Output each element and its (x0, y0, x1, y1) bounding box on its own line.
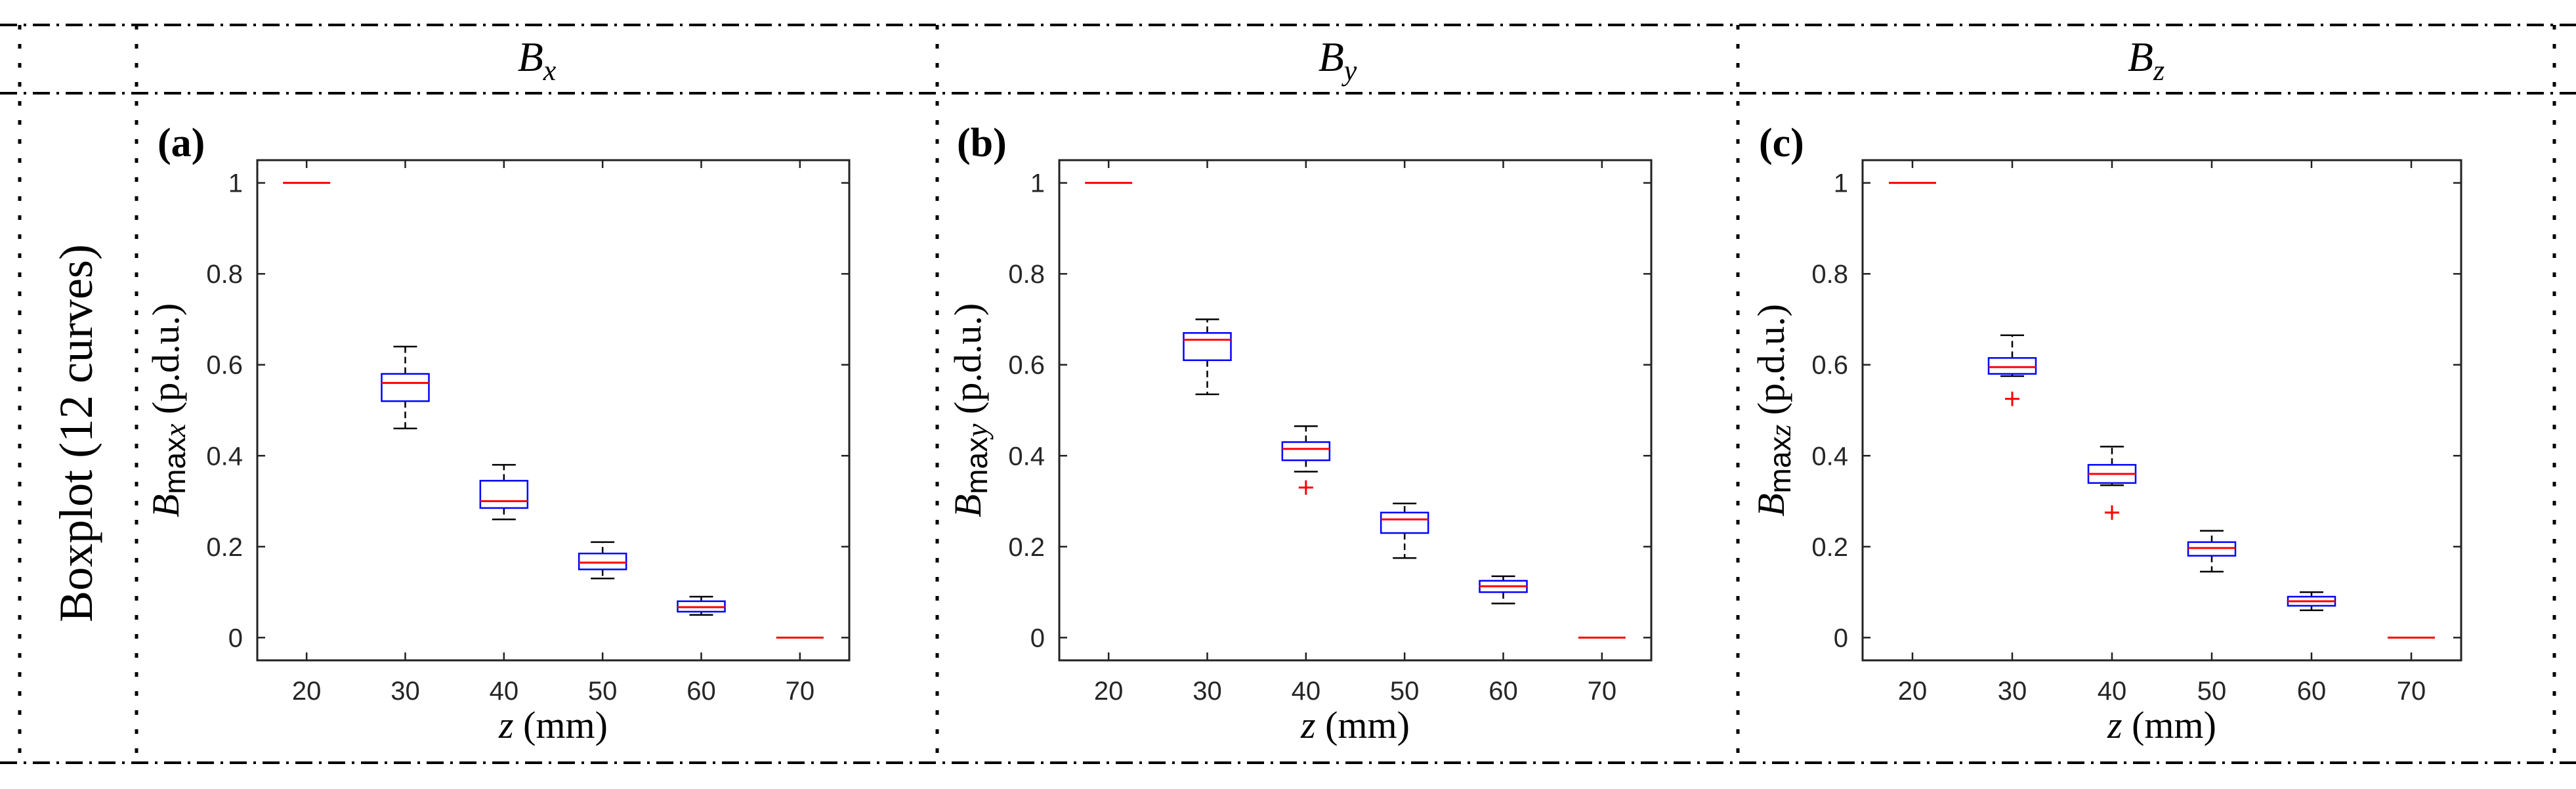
y-tick-label: 1 (228, 169, 243, 198)
box-40 (1281, 425, 1331, 495)
y-tick-label: 1 (1834, 169, 1848, 198)
iqr-box (1987, 357, 2037, 375)
x-tick-label: 40 (2098, 677, 2127, 706)
box-30 (1987, 334, 2037, 406)
box-60 (1479, 575, 1528, 605)
panels: (a) 0 0.2 0.4 0.6 0.8 1 20 30 40 50 60 70 z (mm) Bmaxx… (144, 121, 2462, 746)
y-tick-label: 1 (1030, 169, 1045, 198)
x-tick-label: 60 (686, 677, 716, 706)
x-tick-label: 30 (391, 677, 420, 706)
x-tick-label: 50 (2197, 677, 2227, 706)
iqr-box (1281, 441, 1331, 461)
y-tick-label: 0.4 (1811, 442, 1848, 471)
column-header-by: By (1319, 33, 1357, 87)
x-tick-label: 20 (1094, 677, 1124, 706)
y-tick-label: 0.6 (1008, 351, 1045, 380)
iqr-box (1183, 331, 1232, 362)
x-axis-label: z (mm) (1300, 704, 1410, 746)
box-50 (2187, 530, 2237, 573)
iqr-box (578, 552, 627, 570)
column-header-bx: Bx (518, 33, 557, 87)
y-axis-label: Bmaxx (p.d.u.) (144, 303, 192, 517)
x-tick-label: 50 (588, 677, 618, 706)
y-tick-label: 0.6 (206, 351, 243, 380)
box-60 (2287, 591, 2336, 612)
panel-label: (a) (158, 121, 205, 165)
y-tick-label: 0.2 (206, 533, 243, 562)
box-30 (381, 345, 430, 429)
panel-label: (c) (1759, 121, 1804, 165)
column-header-bz: Bz (2128, 33, 2164, 87)
iqr-box (381, 373, 430, 402)
x-tick-label: 60 (2297, 677, 2327, 706)
outlier-marker (2105, 505, 2119, 520)
y-tick-label: 0 (228, 624, 243, 652)
y-axis-label: Bmaxy (p.d.u.) (946, 303, 994, 517)
box-40 (479, 463, 529, 521)
panel-1: (a) 0 0.2 0.4 0.6 0.8 1 20 30 40 50 60 70 z (mm) Bmaxx… (144, 121, 851, 746)
x-axis-label: z (mm) (2107, 704, 2216, 746)
y-tick-label: 0.6 (1811, 351, 1848, 380)
y-tick-label: 0.2 (1008, 533, 1045, 562)
box-50 (1380, 502, 1429, 559)
y-tick-label: 0.2 (1811, 533, 1848, 562)
x-tick-label: 50 (1390, 677, 1420, 706)
x-tick-label: 30 (1998, 677, 2027, 706)
row-header: Boxplot (12 curves) (50, 244, 102, 622)
x-tick-label: 20 (292, 677, 322, 706)
x-tick-label: 40 (1292, 677, 1321, 706)
y-tick-label: 0.8 (1811, 260, 1848, 289)
panel-label: (b) (957, 121, 1007, 165)
outlier-marker (1298, 480, 1313, 495)
panel-3: (c) 0 0.2 0.4 0.6 0.8 1 20 30 40 50 60 70 z (mm) Bmaxz… (1750, 121, 2462, 746)
y-tick-label: 0.8 (1008, 260, 1045, 289)
x-tick-label: 30 (1193, 677, 1222, 706)
panel-2: (b) 0 0.2 0.4 0.6 0.8 1 20 30 40 50 60 70 z (mm) Bmaxy… (946, 121, 1653, 746)
box-30 (1183, 318, 1232, 396)
y-tick-label: 0.4 (1008, 442, 1045, 471)
x-tick-label: 70 (1588, 677, 1617, 706)
x-tick-label: 20 (1898, 677, 1928, 706)
box-40 (2087, 446, 2137, 520)
plot-area (1058, 159, 1653, 662)
box-50 (578, 541, 627, 580)
x-tick-label: 40 (490, 677, 519, 706)
iqr-box (1380, 511, 1429, 534)
plot-area (1861, 159, 2462, 662)
x-tick-label: 60 (1489, 677, 1518, 706)
x-axis-label: z (mm) (498, 704, 608, 746)
x-tick-label: 70 (786, 677, 815, 706)
y-tick-label: 0.8 (206, 260, 243, 289)
table-frame (0, 24, 2576, 764)
y-tick-label: 0 (1030, 624, 1045, 652)
plot-area (256, 159, 851, 662)
y-tick-label: 0.4 (206, 442, 243, 471)
y-axis-label: Bmaxz (p.d.u.) (1750, 304, 1797, 517)
y-tick-label: 0 (1834, 624, 1848, 652)
box-60 (677, 595, 726, 616)
iqr-box (479, 480, 529, 509)
outlier-marker (2005, 391, 2019, 406)
x-tick-label: 70 (2397, 677, 2426, 706)
